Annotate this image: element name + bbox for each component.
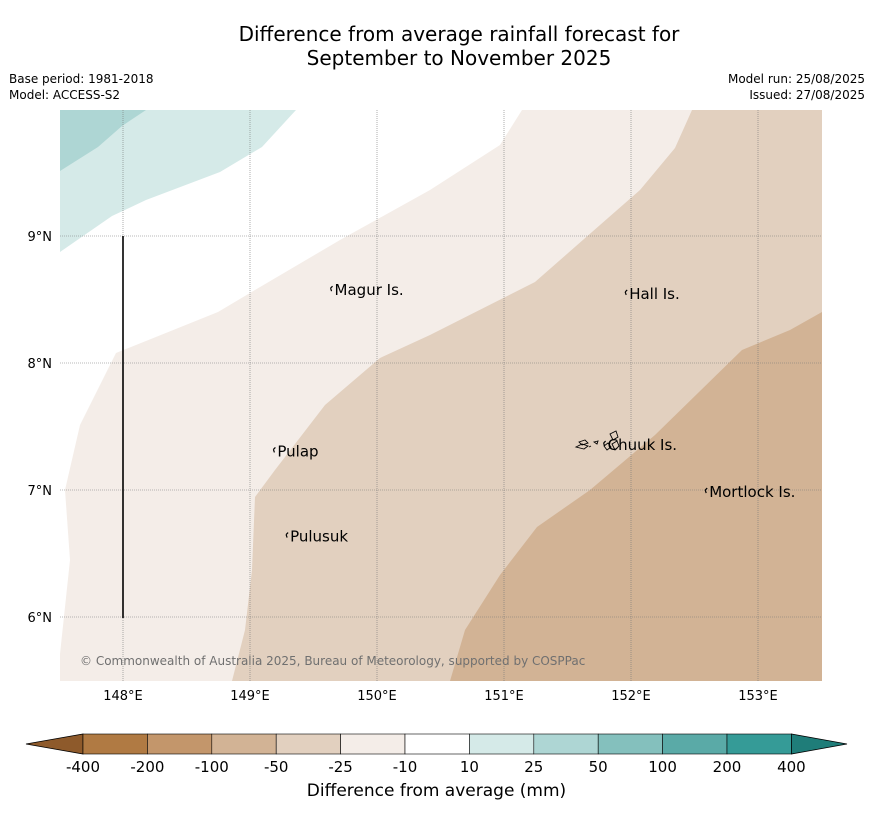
colorbar-tick: 10	[460, 758, 479, 776]
colorbar-segment	[533, 733, 599, 755]
island-marker	[285, 532, 289, 538]
title-line-2: September to November 2025	[306, 46, 612, 70]
colorbar-low-extend	[25, 733, 84, 755]
model-run-text: Model run: 25/08/2025	[727, 72, 865, 86]
colorbar-segment	[662, 733, 728, 755]
island-marker	[704, 487, 708, 494]
map-title: Difference from average rainfall forecas…	[0, 22, 873, 70]
colorbar-tick: 200	[713, 758, 742, 776]
colorbar-high-extend	[791, 733, 848, 755]
colorbar-tick: -10	[393, 758, 418, 776]
colorbar-tick: -200	[130, 758, 164, 776]
colorbar-segment	[469, 733, 535, 755]
island-marker	[603, 440, 607, 447]
colorbar-tick: 25	[524, 758, 543, 776]
colorbar-tick: -400	[66, 758, 100, 776]
lon-label: 153°E	[738, 689, 778, 704]
lat-label: 6°N	[28, 611, 53, 626]
colorbar-tick: 100	[648, 758, 677, 776]
island-marker	[272, 447, 276, 453]
colorbar-tick: 50	[589, 758, 608, 776]
colorbar-tick: 400	[777, 758, 806, 776]
meta-left: Base period: 1981-2018 Model: ACCESS-S2	[9, 71, 154, 103]
island-marker	[624, 289, 628, 296]
latitude-labels: 9°N 8°N 7°N 6°N	[28, 230, 53, 626]
model-text: Model: ACCESS-S2	[9, 88, 121, 102]
place-label: Hall Is.	[629, 285, 680, 303]
colorbar-segment	[82, 733, 148, 755]
colorbar-tick: -25	[328, 758, 353, 776]
island-marker	[329, 285, 333, 292]
lon-label: 151°E	[484, 689, 524, 704]
graticule	[60, 110, 822, 681]
place-label: Chuuk Is.	[608, 436, 677, 454]
dry-50-100-region	[450, 312, 822, 681]
place-markers: Magur Is. Hall Is. Pulap Pulusuk Chuuk Is. Mo…	[272, 281, 795, 546]
chuuk-lagoon-outline	[574, 430, 620, 451]
colorbar-segment	[211, 733, 277, 755]
wet-10-25-region	[60, 110, 296, 252]
place-label: Mortlock Is.	[709, 483, 795, 501]
lon-label: 152°E	[611, 689, 651, 704]
map-area: Magur Is. Hall Is. Pulap Pulusuk Chuuk Is. Mo…	[60, 110, 822, 681]
lon-label: 148°E	[103, 689, 143, 704]
lon-label: 150°E	[357, 689, 397, 704]
colorbar-segment	[404, 733, 470, 755]
colorbar-segment	[726, 733, 792, 755]
lat-label: 7°N	[28, 484, 53, 499]
meta-right: Model run: 25/08/2025 Issued: 27/08/2025	[728, 71, 865, 103]
colorbar-segment	[275, 733, 341, 755]
copyright-text: © Commonwealth of Australia 2025, Bureau…	[80, 654, 585, 668]
colorbar-tick: -50	[264, 758, 289, 776]
colorbar-label: Difference from average (mm)	[306, 781, 567, 801]
place-label: Pulap	[277, 442, 318, 460]
lat-label: 9°N	[28, 230, 53, 245]
base-period-text: Base period: 1981-2018	[9, 72, 154, 86]
lon-label: 149°E	[230, 689, 270, 704]
title-line-1: Difference from average rainfall forecas…	[238, 22, 680, 46]
wet-25-50-region	[60, 110, 146, 171]
colorbar-segment	[147, 733, 213, 755]
colorbar-segment	[340, 733, 406, 755]
colorbar-tick: -100	[195, 758, 229, 776]
place-label: Magur Is.	[335, 281, 404, 299]
issued-text: Issued: 27/08/2025	[749, 88, 865, 102]
longitude-labels: 148°E 149°E 150°E 151°E 152°E 153°E	[103, 689, 778, 704]
colorbar-segment	[597, 733, 663, 755]
colorbar: -400 -200 -100 -50 -25 -10 10 25 50 100 200 400	[25, 733, 848, 776]
place-label: Pulusuk	[290, 528, 348, 546]
lat-label: 8°N	[28, 357, 53, 372]
